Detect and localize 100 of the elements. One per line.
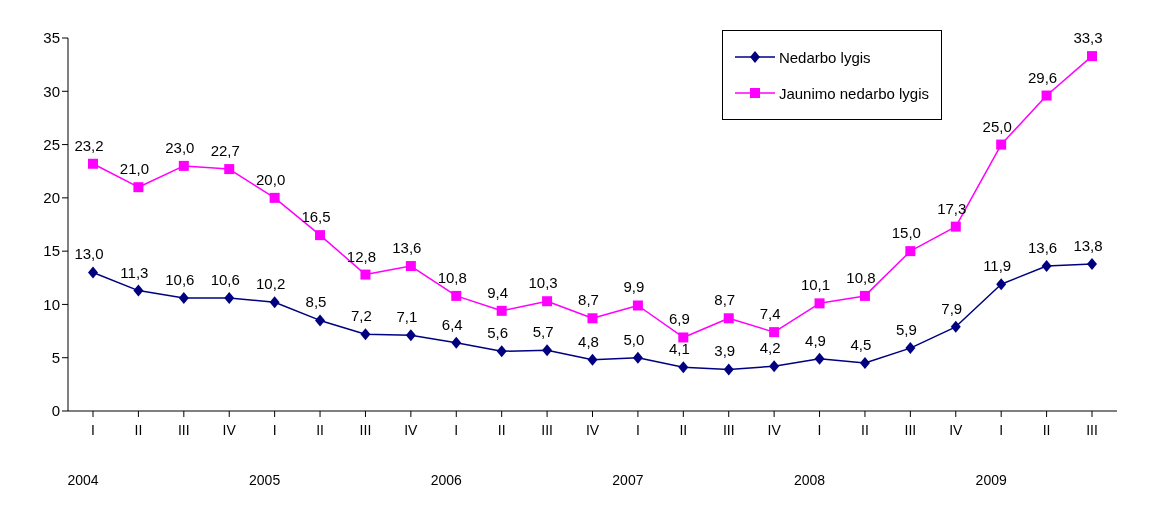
x-tick-label: I <box>454 422 459 438</box>
point <box>542 344 553 357</box>
data-label: 15,0 <box>891 224 921 242</box>
x-tick-label: IV <box>585 422 600 438</box>
x-tick-label: IV <box>949 422 964 438</box>
point <box>1041 260 1052 273</box>
point <box>451 290 462 301</box>
point <box>723 363 734 376</box>
x-tick-label: IV <box>767 422 782 438</box>
data-label: 6,9 <box>668 310 690 328</box>
data-label: 12,8 <box>346 247 377 265</box>
y-tick-label: 0 <box>51 402 60 420</box>
x-tick-label: I <box>272 422 277 438</box>
point <box>587 353 598 366</box>
data-label: 10,3 <box>528 274 558 292</box>
point <box>905 246 916 257</box>
data-label: 11,3 <box>120 263 149 281</box>
x-tick-label: II <box>1042 422 1051 438</box>
data-label: 33,3 <box>1073 29 1103 47</box>
point <box>723 313 734 324</box>
point <box>178 292 189 305</box>
y-tick-label: 35 <box>43 29 60 47</box>
text: 2006 <box>430 472 463 488</box>
text: 2008 <box>793 472 826 488</box>
point <box>814 298 825 309</box>
data-label: 10,8 <box>437 268 467 286</box>
x-tick-label: IV <box>404 422 419 438</box>
point <box>315 230 326 241</box>
x-tick-label: I <box>91 422 95 438</box>
data-label: 17,3 <box>937 199 967 217</box>
point <box>224 164 235 175</box>
data-label: 10,6 <box>210 271 240 289</box>
data-label: 5,9 <box>895 321 917 339</box>
y-tick-label: 10 <box>43 295 60 313</box>
x-tick-label: III <box>177 422 190 438</box>
point <box>996 139 1007 150</box>
data-label: 10,1 <box>800 276 831 294</box>
data-label: 21,0 <box>119 160 150 178</box>
data-label: 8,5 <box>305 293 327 311</box>
data-label: 4,9 <box>805 331 826 349</box>
point <box>178 160 189 171</box>
data-label: 10,2 <box>256 275 286 293</box>
data-label: 23,0 <box>165 138 195 156</box>
point <box>1087 51 1097 62</box>
point <box>88 158 98 169</box>
data-label: 5,0 <box>623 330 645 348</box>
point <box>451 336 462 349</box>
point <box>678 361 689 374</box>
data-label: 16,5 <box>301 208 331 226</box>
data-label: 7,9 <box>941 299 963 317</box>
x-tick-label: II <box>316 422 324 438</box>
data-label: 5,7 <box>532 323 554 341</box>
data-label: 13,0 <box>74 245 104 263</box>
y-tick-label: 30 <box>43 82 60 100</box>
point <box>542 296 553 307</box>
point <box>996 278 1007 291</box>
point <box>88 266 98 279</box>
data-label: 11,9 <box>983 257 1012 275</box>
point <box>769 327 780 338</box>
data-label: 7,4 <box>759 305 781 323</box>
data-label: 13,8 <box>1073 236 1103 254</box>
point <box>769 360 780 373</box>
data-label: 4,5 <box>850 336 872 354</box>
legend-label: Jaunimo nedarbo lygis <box>778 84 929 102</box>
point <box>315 314 326 327</box>
point <box>632 351 643 364</box>
point <box>405 329 416 342</box>
data-label: 22,7 <box>210 142 240 160</box>
point <box>269 296 280 309</box>
text: 2005 <box>249 472 281 488</box>
data-label: 8,7 <box>714 291 736 309</box>
point <box>405 261 416 272</box>
y-tick-label: 20 <box>43 189 60 207</box>
legend-label: Nedarbo lygis <box>778 48 871 66</box>
point <box>950 320 961 333</box>
y-tick-label: 15 <box>43 242 60 260</box>
data-label: 20,0 <box>256 170 286 188</box>
text: 2007 <box>612 472 644 488</box>
point <box>133 284 144 297</box>
point <box>905 342 916 355</box>
data-label: 13,6 <box>392 239 422 257</box>
x-tick-label: II <box>134 422 143 438</box>
point <box>360 328 371 341</box>
point <box>224 292 235 305</box>
y-tick-label: 25 <box>43 135 60 153</box>
point <box>950 221 961 232</box>
point <box>1087 257 1097 270</box>
data-label: 8,7 <box>578 291 599 309</box>
y-tick-label: 5 <box>51 349 60 367</box>
x-tick-label: III <box>722 422 735 438</box>
text: 2004 <box>67 472 99 488</box>
point <box>859 290 870 301</box>
point <box>360 269 371 280</box>
text: 2009 <box>975 472 1007 488</box>
x-tick-label: I <box>635 422 640 438</box>
data-label: 10,6 <box>165 271 195 289</box>
data-label: 13,6 <box>1027 239 1058 257</box>
data-label: 6,4 <box>441 315 463 333</box>
x-tick-label: II <box>861 422 869 438</box>
data-label: 9,4 <box>487 283 509 301</box>
